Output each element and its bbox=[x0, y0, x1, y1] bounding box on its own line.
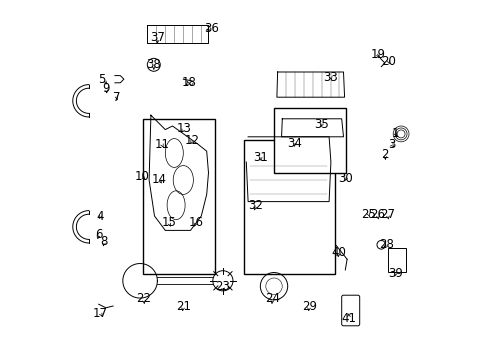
Text: 23: 23 bbox=[215, 280, 230, 293]
Text: 26: 26 bbox=[369, 208, 385, 221]
Text: 9: 9 bbox=[102, 82, 109, 95]
Text: 8: 8 bbox=[100, 235, 107, 248]
Text: 21: 21 bbox=[176, 300, 190, 312]
Text: 6: 6 bbox=[95, 228, 102, 240]
Text: 22: 22 bbox=[136, 292, 151, 305]
Text: 20: 20 bbox=[380, 55, 395, 68]
Text: 13: 13 bbox=[176, 122, 191, 135]
Text: 25: 25 bbox=[361, 208, 375, 221]
Text: 12: 12 bbox=[184, 134, 200, 147]
Text: 15: 15 bbox=[161, 216, 176, 229]
Text: 10: 10 bbox=[134, 170, 149, 183]
Text: 33: 33 bbox=[323, 71, 338, 84]
Text: 1: 1 bbox=[390, 127, 398, 140]
Text: 24: 24 bbox=[264, 292, 280, 305]
Text: 34: 34 bbox=[287, 137, 302, 150]
Text: 19: 19 bbox=[369, 48, 385, 60]
FancyBboxPatch shape bbox=[387, 248, 406, 272]
Text: 38: 38 bbox=[146, 58, 161, 71]
Text: 28: 28 bbox=[379, 238, 393, 251]
Text: 17: 17 bbox=[93, 307, 108, 320]
Text: 18: 18 bbox=[181, 76, 196, 89]
Text: 32: 32 bbox=[247, 199, 262, 212]
Text: 31: 31 bbox=[253, 151, 267, 164]
Text: 4: 4 bbox=[97, 210, 104, 222]
FancyBboxPatch shape bbox=[142, 119, 215, 274]
Text: 5: 5 bbox=[99, 73, 106, 86]
Text: 30: 30 bbox=[338, 172, 353, 185]
Text: 16: 16 bbox=[188, 216, 203, 229]
Text: 27: 27 bbox=[380, 208, 394, 221]
Text: 37: 37 bbox=[150, 31, 164, 44]
Text: 29: 29 bbox=[301, 300, 316, 312]
FancyBboxPatch shape bbox=[341, 295, 359, 326]
Text: 36: 36 bbox=[204, 22, 219, 35]
Text: 2: 2 bbox=[380, 148, 388, 161]
Text: 40: 40 bbox=[331, 246, 346, 258]
Text: 14: 14 bbox=[151, 173, 166, 186]
Text: 11: 11 bbox=[154, 138, 169, 150]
FancyBboxPatch shape bbox=[273, 108, 346, 173]
FancyBboxPatch shape bbox=[244, 140, 335, 274]
Text: 41: 41 bbox=[341, 312, 356, 325]
Text: 7: 7 bbox=[113, 91, 120, 104]
Text: 3: 3 bbox=[387, 138, 394, 150]
Text: 35: 35 bbox=[314, 118, 328, 131]
Text: 39: 39 bbox=[387, 267, 402, 280]
